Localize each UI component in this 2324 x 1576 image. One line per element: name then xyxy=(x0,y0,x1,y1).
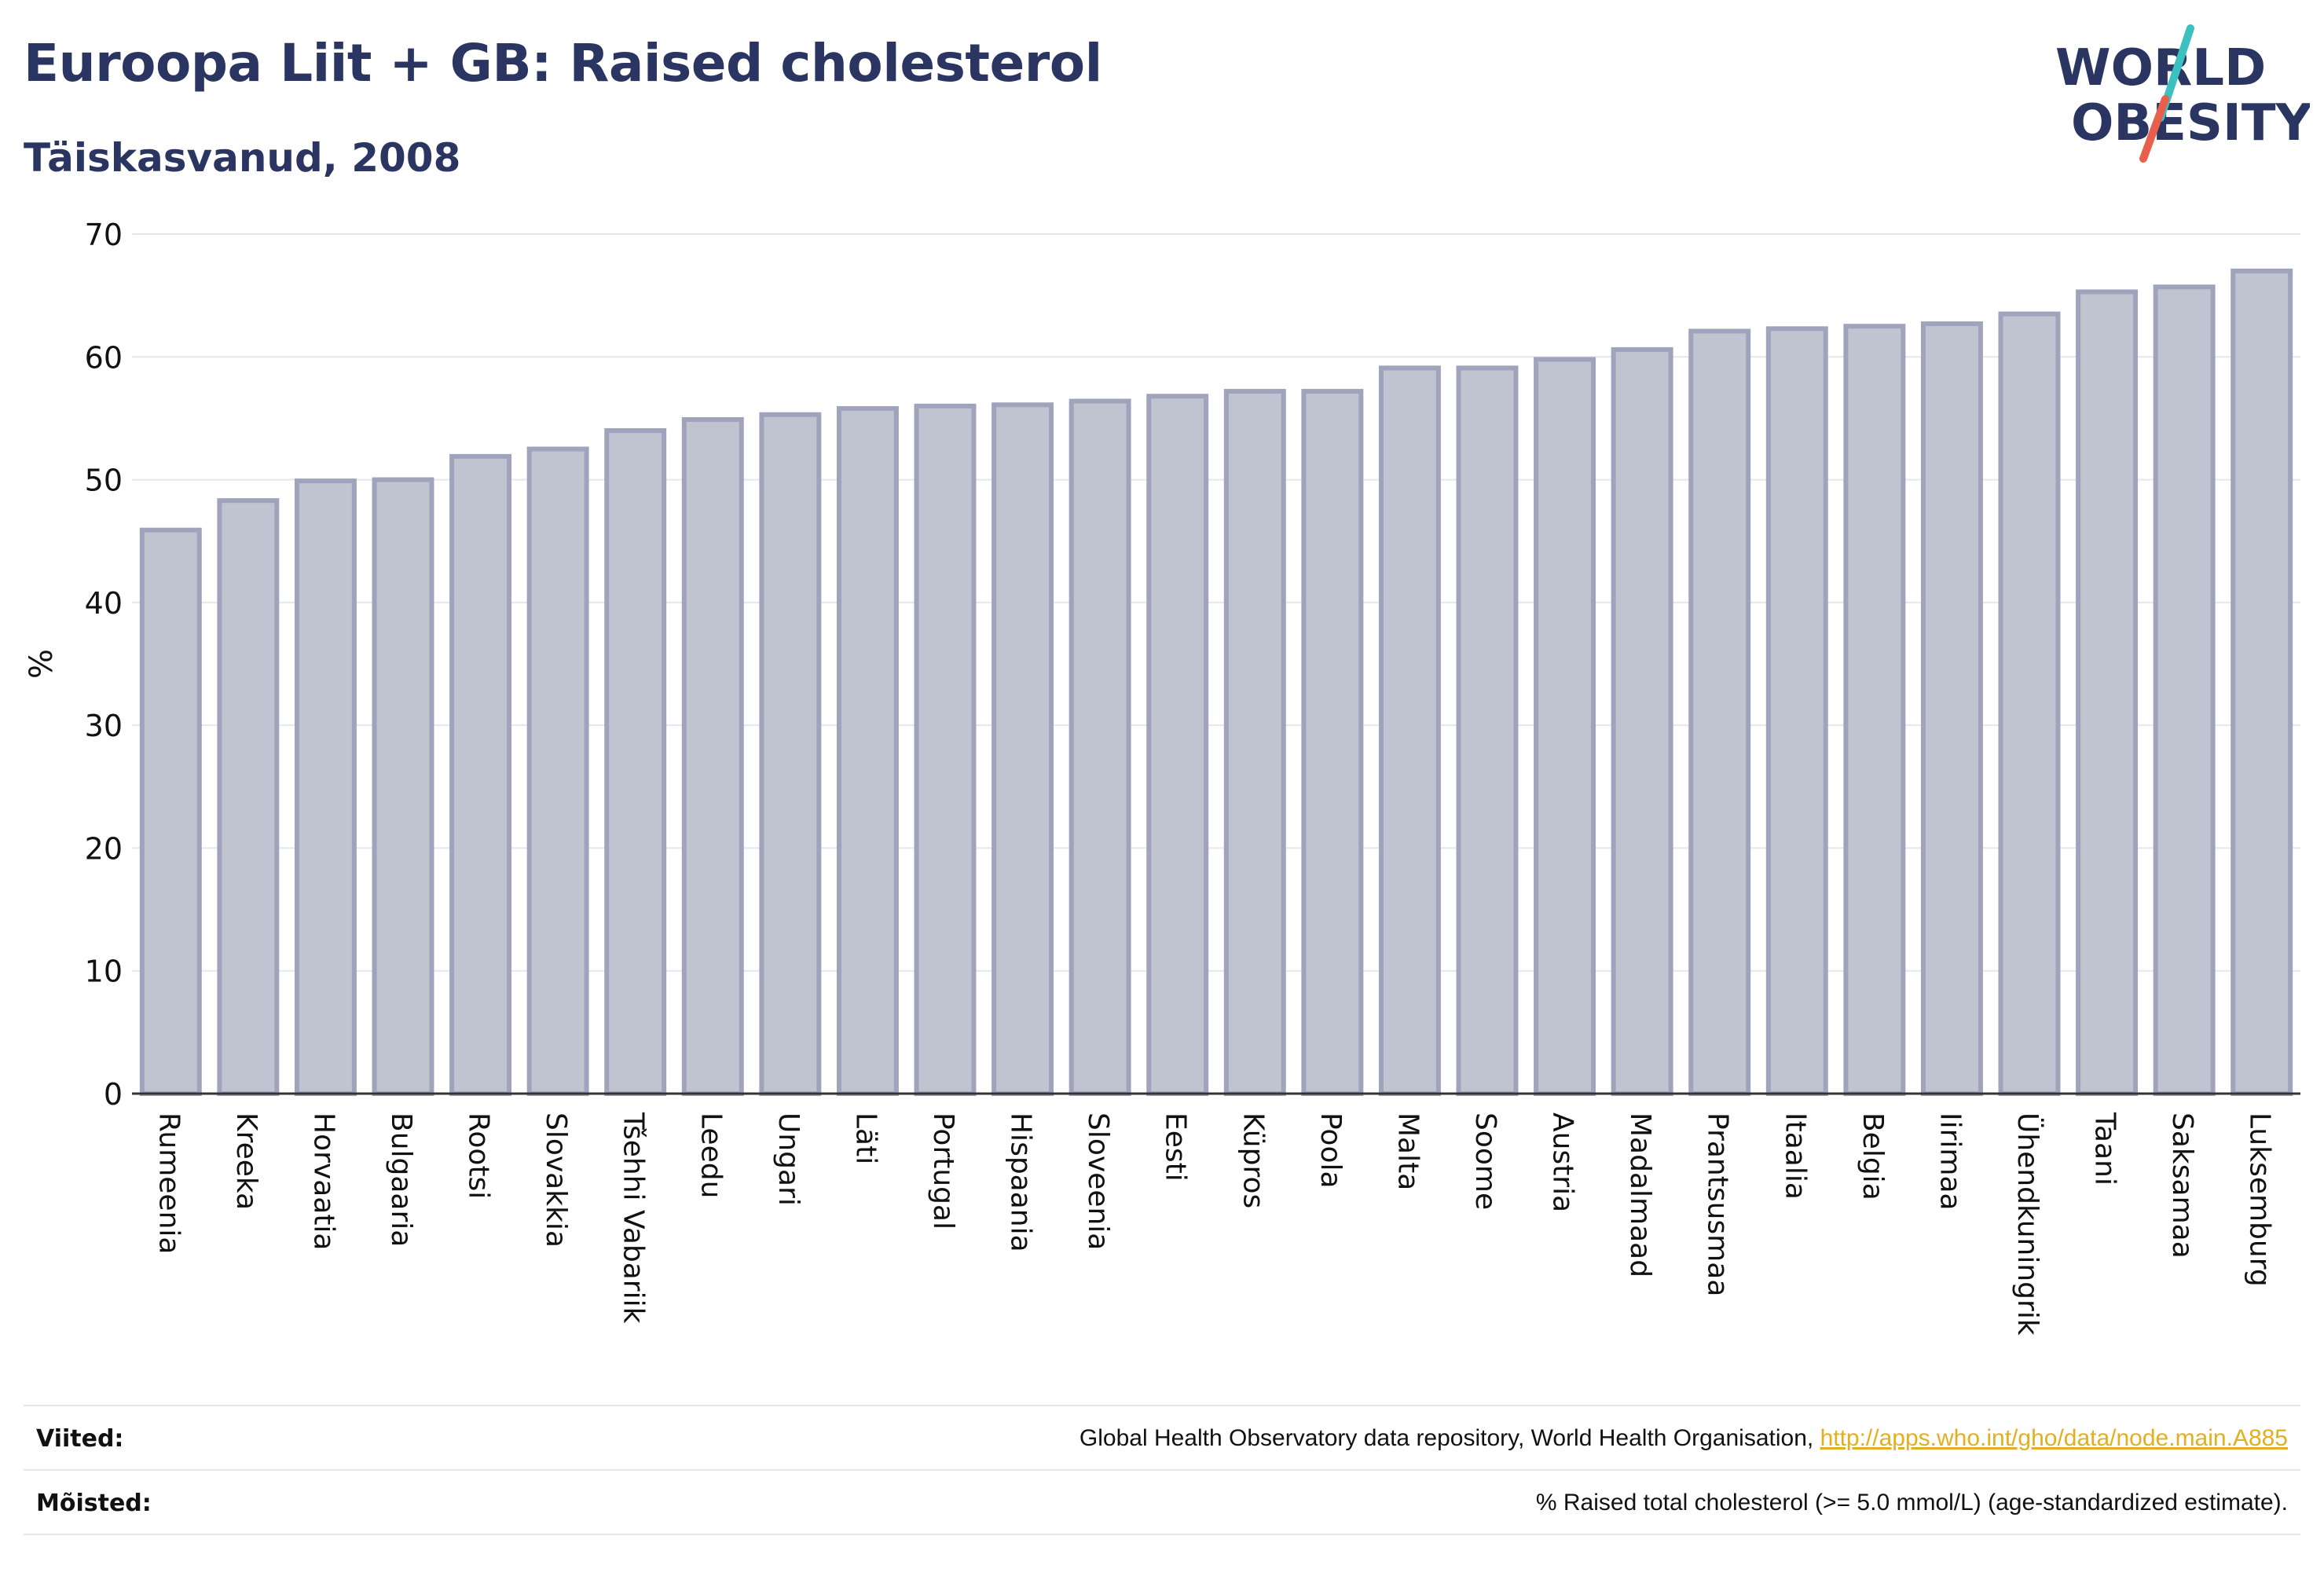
y-tick-label: 20 xyxy=(85,831,123,866)
x-tick-label: Horvaatia xyxy=(307,1112,339,1251)
y-tick-labels: 0 10 20 30 40 50 60 70 xyxy=(85,218,123,1112)
bar-horvaatia[interactable] xyxy=(294,478,357,1096)
x-tick-label: Poola xyxy=(1314,1112,1347,1189)
bar-bulgaaria[interactable] xyxy=(372,477,434,1096)
x-tick-label: Leedu xyxy=(695,1112,727,1198)
bar-hispaania[interactable] xyxy=(992,402,1054,1096)
bar-leedu[interactable] xyxy=(681,416,744,1096)
logo-slash-bottom xyxy=(2139,95,2169,163)
x-tick-label: Ühendkuningrik xyxy=(2011,1112,2044,1336)
bar-soome[interactable] xyxy=(1456,365,1519,1096)
bar-rootsi[interactable] xyxy=(449,453,512,1096)
bar-rumeenia[interactable] xyxy=(139,527,202,1096)
x-tick-label: Eesti xyxy=(1160,1112,1192,1182)
footer-divider-bottom xyxy=(24,1534,2300,1535)
bar-tšehhi-vabariik[interactable] xyxy=(604,428,667,1096)
bar-chart: 0 10 20 30 40 50 60 70 Rumeenia Kreeka Horvaatia B… xyxy=(24,218,2300,1336)
x-tick-label: Austria xyxy=(1547,1112,1579,1212)
x-tick-label: Malta xyxy=(1391,1112,1424,1190)
x-tick-label: Bulgaaria xyxy=(385,1112,417,1247)
x-tick-label: Rumeenia xyxy=(152,1112,185,1254)
bar-küpros[interactable] xyxy=(1223,389,1286,1096)
bar-itaalia[interactable] xyxy=(1765,326,1828,1096)
y-tick-label: 10 xyxy=(85,955,123,989)
world-obesity-logo: WORLD OBESITY xyxy=(2055,24,2310,163)
x-tick-label: Soome xyxy=(1469,1112,1501,1210)
y-tick-label: 30 xyxy=(85,709,123,743)
y-axis-label: % xyxy=(24,649,60,679)
x-tick-label: Luksemburg xyxy=(2244,1112,2276,1287)
x-tick-label: Prantsusmaa xyxy=(1702,1112,1734,1296)
bar-prantsusmaa[interactable] xyxy=(1688,328,1751,1097)
bar-poola[interactable] xyxy=(1301,389,1364,1096)
bar-ungari[interactable] xyxy=(759,412,822,1096)
y-tick-label: 50 xyxy=(85,464,123,498)
y-tick-label: 60 xyxy=(85,340,123,375)
footer-divider-top xyxy=(24,1405,2300,1406)
x-tick-label: Madalmaad xyxy=(1624,1112,1656,1277)
x-tick-label: Hispaania xyxy=(1005,1112,1037,1252)
sources-description: Global Health Observatory data repositor… xyxy=(1079,1425,1820,1451)
x-tick-label: Läti xyxy=(849,1112,882,1164)
sources-text: Global Health Observatory data repositor… xyxy=(1080,1425,2288,1452)
definitions-label: Mõisted: xyxy=(36,1490,152,1517)
bar-belgia[interactable] xyxy=(1843,324,1906,1096)
logo-line-obesity: OBESITY xyxy=(2071,94,2310,152)
x-tick-labels: Rumeenia Kreeka Horvaatia Bulgaaria Rootsi Sl… xyxy=(152,1112,2275,1336)
y-tick-label: 40 xyxy=(85,586,123,621)
bar-läti[interactable] xyxy=(836,405,899,1096)
bar-portugal[interactable] xyxy=(914,403,977,1096)
x-tick-label: Küpros xyxy=(1237,1112,1269,1208)
x-tick-label: Iirimaa xyxy=(1934,1112,1966,1211)
x-tick-label: Tšehhi Vabariik xyxy=(618,1112,650,1324)
bar-sloveenia[interactable] xyxy=(1069,398,1131,1096)
bars xyxy=(139,268,2293,1097)
x-tick-label: Belgia xyxy=(1857,1112,1889,1200)
chart-title: Euroopa Liit + GB: Raised cholesterol xyxy=(24,33,1102,93)
y-tick-label: 0 xyxy=(104,1077,123,1112)
y-tick-label: 70 xyxy=(85,218,123,252)
bar-madalmaad[interactable] xyxy=(1611,346,1673,1096)
x-tick-label: Saksamaa xyxy=(2166,1112,2198,1259)
bar-ühendkuningrik[interactable] xyxy=(1998,311,2061,1097)
x-tick-label: Kreeka xyxy=(230,1112,262,1210)
x-tick-label: Taani xyxy=(2089,1112,2121,1186)
x-tick-label: Sloveenia xyxy=(1082,1112,1114,1250)
bar-austria[interactable] xyxy=(1534,357,1596,1096)
bar-slovakkia[interactable] xyxy=(526,446,589,1096)
definitions-text: % Raised total cholesterol (>= 5.0 mmol/… xyxy=(1535,1490,2288,1516)
logo-line-world: WORLD xyxy=(2055,39,2266,97)
chart-subtitle: Täiskasvanud, 2008 xyxy=(24,135,461,181)
bar-taani[interactable] xyxy=(2076,289,2139,1096)
footer-divider-middle xyxy=(24,1469,2300,1471)
sources-link[interactable]: http://apps.who.int/gho/data/node.main.A… xyxy=(1820,1425,2288,1451)
bar-luksemburg[interactable] xyxy=(2231,268,2293,1096)
bar-eesti[interactable] xyxy=(1146,394,1209,1097)
x-tick-label: Itaalia xyxy=(1779,1112,1811,1200)
bar-saksamaa[interactable] xyxy=(2153,284,2216,1096)
bar-malta[interactable] xyxy=(1378,365,1441,1096)
x-tick-label: Rootsi xyxy=(463,1112,495,1199)
x-tick-label: Slovakkia xyxy=(540,1112,572,1248)
bar-kreeka[interactable] xyxy=(217,498,280,1096)
x-tick-label: Ungari xyxy=(772,1112,805,1206)
sources-label: Viited: xyxy=(36,1425,124,1453)
bar-iirimaa[interactable] xyxy=(1920,321,1983,1096)
x-tick-label: Portugal xyxy=(927,1112,959,1230)
